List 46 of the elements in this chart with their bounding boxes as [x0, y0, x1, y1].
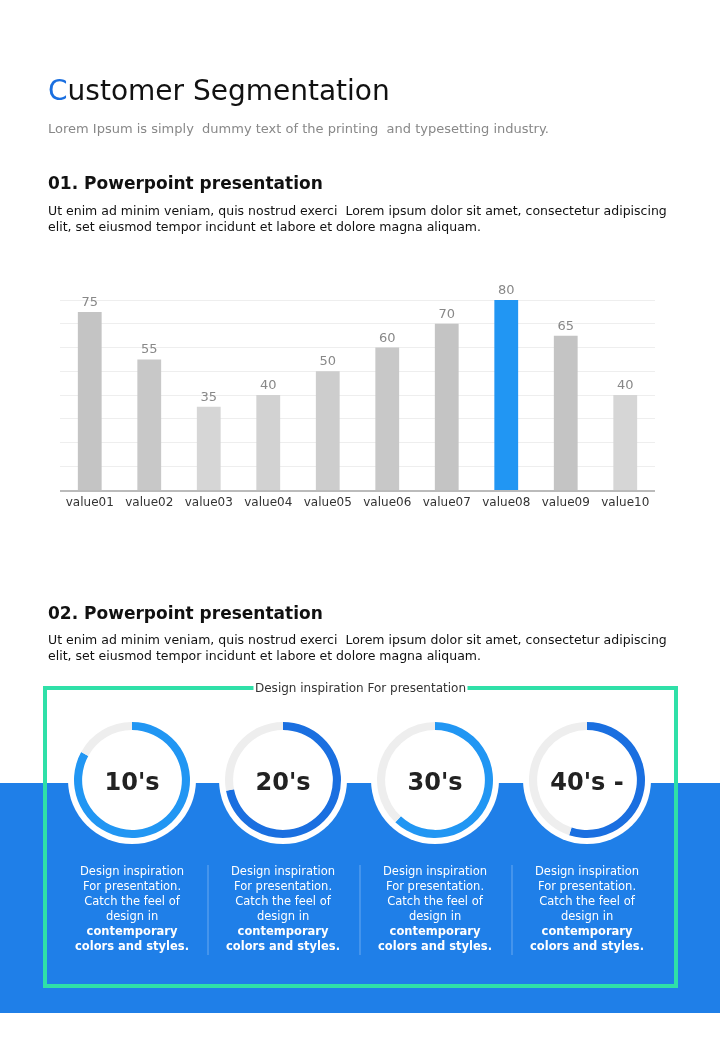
donut-slice: [81, 722, 132, 756]
x-tick-label: value10: [601, 495, 650, 510]
text: 10's: [104, 768, 160, 796]
donut-slice: [395, 722, 493, 838]
x-tick-label: value02: [125, 495, 174, 510]
x-tick-label: value07: [422, 495, 471, 510]
text: 20's: [255, 768, 311, 796]
x-tick-label: value01: [65, 495, 114, 510]
data-label: 40: [259, 377, 277, 392]
chart-subtitle: Lorem Ipsum is simply dummy text of the printing and typesetting industry.: [48, 121, 549, 136]
bar: [315, 371, 340, 490]
text: Ut enim ad minim veniam, quis nostrud exerci Lorem ipsum dolor sit amet, consectetur adipiscing elit, set eiusmod tempor incidunt et labore et dolore magna aliquam.: [48, 632, 667, 664]
data-label: 60: [378, 329, 396, 345]
bar: [375, 347, 400, 490]
data-label: 35: [200, 388, 218, 404]
text: Design inspiration For presentation. Catch the feel of design in contemporary colors and styles.: [75, 864, 190, 953]
bar: [137, 359, 162, 490]
data-label: 65: [557, 317, 575, 333]
bar: [613, 395, 638, 490]
text: Design inspiration For presentation. Catch the feel of design in contemporary colors and styles.: [378, 864, 493, 953]
text: Design inspiration For presentation. Catch the feel of design in contemporary colors and styles.: [226, 864, 341, 953]
bar: [256, 395, 281, 490]
data-label: 75: [81, 293, 99, 309]
data-label: 70: [438, 305, 456, 321]
data-label: 50: [319, 353, 337, 369]
bar: [196, 406, 221, 490]
text: Design inspiration For presentation. Catch the feel of design in contemporary colors and styles.: [530, 864, 645, 953]
x-tick-label: value04: [244, 495, 293, 510]
data-label: 55: [140, 341, 158, 357]
x-tick-label: value09: [541, 495, 590, 510]
bar: [494, 300, 519, 490]
donut-slice: [226, 722, 341, 838]
text: Design inspiration For presentation: [255, 681, 466, 695]
chart-title: Customer Segmentation: [48, 74, 390, 107]
text: 30's: [407, 768, 463, 796]
data-label: 40: [616, 377, 634, 392]
text: 01. Powerpoint presentation: [48, 173, 323, 193]
text: 40's -: [550, 768, 624, 796]
text: 02. Powerpoint presentation: [48, 603, 323, 623]
data-label: 80: [497, 282, 515, 297]
x-tick-label: value05: [303, 495, 352, 510]
x-tick-label: value03: [184, 495, 233, 510]
x-tick-label: value08: [482, 495, 531, 510]
donut-slice: [74, 722, 190, 838]
x-tick-label: value06: [363, 495, 412, 510]
text: Ut enim ad minim veniam, quis nostrud exerci Lorem ipsum dolor sit amet, consectetur adipiscing elit, set eiusmod tempor incidunt et labore et dolore magna aliquam.: [48, 203, 667, 235]
